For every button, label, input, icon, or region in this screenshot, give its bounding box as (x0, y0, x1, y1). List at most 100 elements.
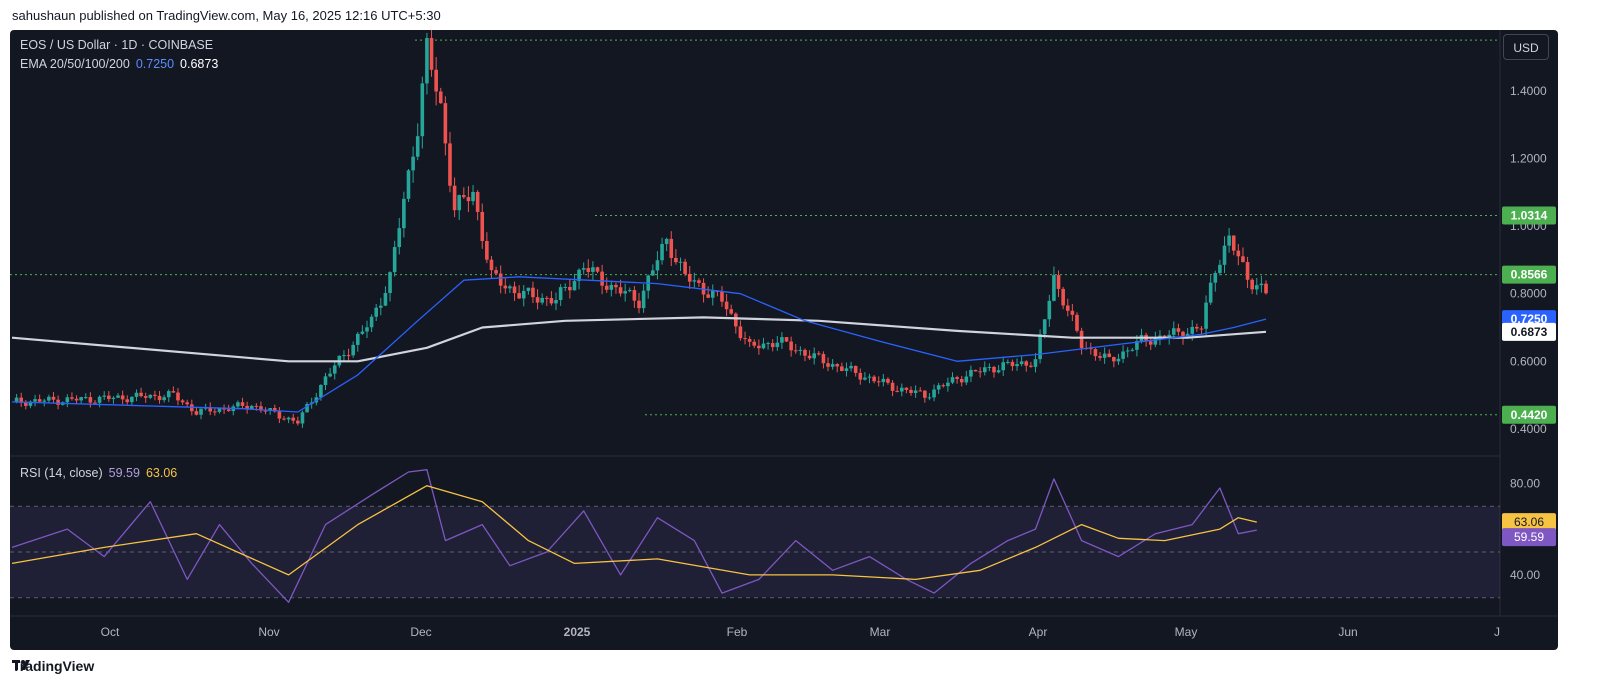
candle-body (697, 280, 701, 283)
symbol-legend: EOS / US Dollar · 1D · COINBASE (20, 38, 213, 52)
candle-body (291, 417, 296, 421)
candle-body (1112, 357, 1116, 362)
candle-body (1006, 361, 1010, 363)
candle-body (913, 390, 918, 393)
candle-body (918, 390, 923, 392)
candle-body (821, 354, 826, 364)
rsi-legend: RSI (14, close) 59.59 63.06 (20, 466, 177, 480)
level-badge-label: 0.7250 (1511, 312, 1548, 326)
ema-legend: EMA 20/50/100/200 0.7250 0.6873 (20, 57, 218, 71)
candle-body (535, 297, 540, 303)
candle-body (286, 417, 291, 420)
candle-body (692, 280, 697, 282)
candle-body (554, 300, 558, 304)
candle-body (471, 191, 475, 202)
currency-button[interactable]: USD (1503, 34, 1549, 60)
candle-body (895, 390, 899, 392)
candle-body (600, 271, 604, 286)
candle-body (180, 400, 185, 403)
candle-body (563, 286, 568, 288)
candle-body (434, 69, 438, 92)
candle-body (70, 397, 74, 399)
candle-body (1098, 356, 1102, 358)
candle-body (397, 228, 402, 248)
candle-body (669, 238, 674, 258)
candle-body (674, 257, 678, 263)
candle-body (761, 343, 766, 349)
time-tick-label: Apr (1029, 625, 1048, 639)
candle-body (1056, 275, 1061, 289)
candle-body (651, 270, 655, 276)
level-badge (1502, 322, 1556, 341)
candle-body (379, 305, 383, 308)
candle-body (1070, 310, 1075, 315)
candle-body (56, 399, 60, 405)
candle-body (660, 243, 664, 261)
chart-frame[interactable]: 1.4000 1.2000 1.0000 0.8000 0.6000 0.4000 1.03… (10, 30, 1558, 650)
candle-body (222, 408, 226, 410)
rsi-tick-label: 40.00 (1510, 568, 1540, 582)
footer-brand: TradingView (12, 658, 94, 674)
candle-body (425, 38, 429, 84)
candle-body (549, 298, 554, 304)
candle-body (388, 272, 392, 293)
candle-body (452, 185, 457, 211)
price-tick-label: 1.2000 (1510, 151, 1547, 165)
candle-body (747, 339, 752, 342)
candle-body (42, 400, 47, 402)
chart-canvas[interactable]: 1.40001.20001.00000.80000.60000.40001.03… (10, 30, 1558, 650)
publish-caption: sahushaun published on TradingView.com, … (12, 8, 441, 23)
candle-body (143, 396, 148, 398)
candle-body (512, 286, 517, 294)
level-badge-label: 0.8566 (1511, 268, 1548, 282)
candle-body (1052, 275, 1056, 301)
candle-body (632, 290, 637, 301)
time-tick-label: Nov (258, 625, 279, 639)
price-tick-label: 0.8000 (1510, 287, 1547, 301)
candle-body (369, 316, 374, 328)
candle-body (93, 402, 97, 404)
candle-body (973, 369, 978, 372)
candle-body (74, 398, 79, 401)
candle-body (844, 368, 849, 371)
candle-body (37, 399, 42, 402)
candle-body (1245, 262, 1250, 280)
candle-body (959, 378, 964, 383)
candle-body (1042, 319, 1047, 335)
candle-body (111, 397, 116, 400)
symbol-label: EOS / US Dollar · 1D · COINBASE (20, 38, 214, 52)
candle-body (526, 287, 531, 291)
candle-body (1135, 340, 1139, 350)
price-tick-label: 0.6000 (1510, 354, 1547, 368)
time-tick-label: J (1494, 625, 1500, 639)
candle-body (1254, 285, 1259, 290)
candle-body (194, 411, 199, 415)
candle-body (1033, 359, 1038, 367)
candle-body (24, 402, 28, 406)
candle-body (577, 269, 581, 282)
candle-body (1130, 349, 1135, 351)
candle-body (166, 391, 171, 398)
level-badge (1502, 265, 1556, 284)
time-tick-label: Jun (1338, 625, 1357, 639)
candle-body (1264, 283, 1268, 294)
candle-body (904, 387, 909, 390)
candle-body (157, 395, 162, 401)
candle-body (263, 410, 268, 412)
candle-body (996, 370, 1001, 373)
candle-body (950, 377, 955, 383)
candle-body (586, 268, 591, 272)
candle-body (803, 349, 807, 356)
candle-body (812, 353, 816, 359)
level-badge-label: 1.0314 (1511, 208, 1548, 222)
time-tick-label: 2025 (564, 625, 591, 639)
candle-body (300, 412, 305, 424)
candle-body (1121, 351, 1125, 359)
candle-body (475, 191, 480, 212)
candle-body (517, 293, 521, 299)
candle-body (932, 389, 936, 398)
candle-body (1024, 361, 1029, 366)
candle-body (890, 382, 895, 391)
rsi-badge-label: 59.59 (1514, 530, 1544, 544)
price-tick-label: 0.4000 (1510, 422, 1547, 436)
